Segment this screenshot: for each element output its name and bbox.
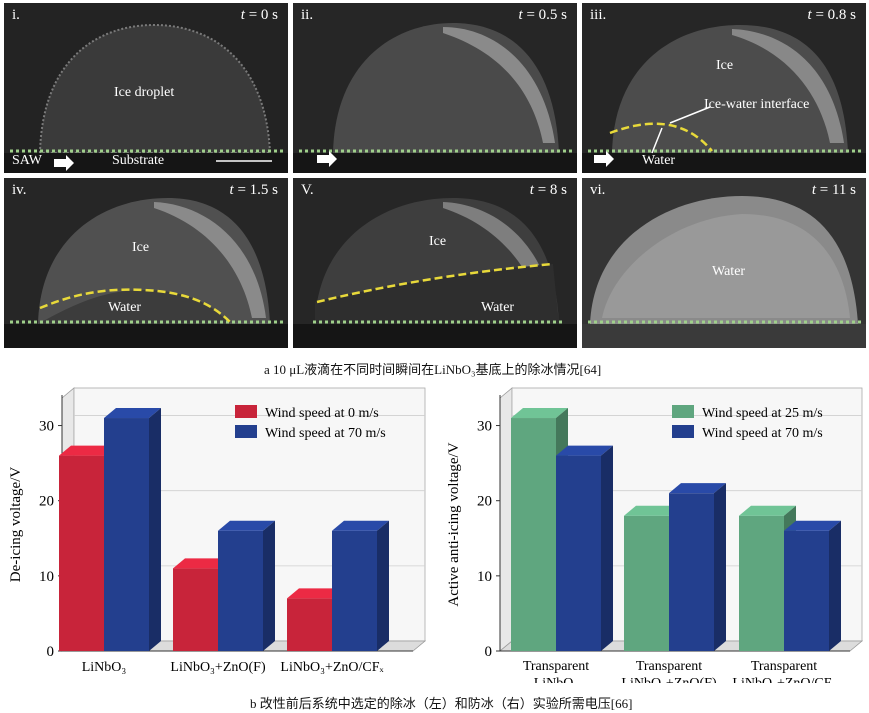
interface-label: Ice-water interface: [704, 97, 810, 112]
y-tick-label: 30: [39, 419, 54, 435]
legend-swatch: [672, 425, 694, 438]
droplet-image: [293, 3, 577, 173]
bar-top: [624, 505, 681, 516]
y-tick-label: 0: [47, 644, 55, 660]
bar-side: [829, 520, 841, 651]
x-tick-label: LiNbO₃+ZnO(F): [170, 660, 266, 675]
water-label: Water: [712, 264, 746, 279]
y-tick-label: 0: [485, 644, 493, 660]
substrate-label: Substrate: [112, 153, 165, 168]
bar-top: [669, 483, 726, 494]
panel-label: iii.: [590, 7, 607, 23]
x-tick-label: LiNbO₃+ZnO(F): [621, 676, 717, 683]
bar: [624, 515, 669, 651]
bar-top: [287, 588, 344, 599]
bar: [784, 530, 829, 651]
bar-side: [377, 520, 389, 651]
ice-droplet-label: Ice droplet: [114, 85, 175, 100]
bar: [59, 455, 104, 651]
bar: [173, 568, 218, 651]
bar-side: [601, 445, 613, 651]
y-tick-label: 10: [39, 569, 54, 585]
droplet-image: [582, 178, 866, 348]
bar-top: [556, 445, 613, 456]
bar: [104, 418, 149, 651]
time-label: t = 0.8 s: [807, 7, 856, 23]
bar-charts: 0 10 20 30 De-icing voltage/V LiNbO₃ LiNbO₃+Zn…: [8, 387, 864, 683]
bar: [287, 598, 332, 651]
saw-label: SAW: [12, 153, 42, 168]
photo-panel-iv: iv. t = 1.5 s Ice Water: [4, 178, 288, 348]
x-tick-label: Transparent: [636, 659, 702, 674]
bar: [511, 418, 556, 651]
bar-top: [218, 520, 275, 531]
y-tick-label: 20: [477, 494, 492, 510]
time-label: t = 8 s: [529, 182, 567, 198]
panel-label: i.: [12, 7, 20, 23]
time-label: t = 0 s: [240, 7, 278, 23]
time-label: t = 11 s: [811, 182, 856, 198]
panel-label: V.: [301, 182, 314, 198]
water-label: Water: [481, 300, 515, 315]
x-tick-label: LiNbO₃+ZnO/CFₓ: [732, 676, 836, 683]
photo-panel-iii: iii. t = 0.8 s Ice Ice-water interface W…: [582, 3, 866, 173]
panel-label: vi.: [590, 182, 606, 198]
droplet-image: [293, 178, 577, 348]
y-axis-label: De-icing voltage/V: [8, 467, 24, 583]
y-tick-label: 20: [39, 494, 54, 510]
photo-panel-i: i. t = 0 s Ice droplet SAW Substrate: [4, 3, 288, 173]
legend-label: Wind speed at 70 m/s: [702, 426, 823, 441]
legend-swatch: [235, 425, 257, 438]
bar: [669, 493, 714, 651]
time-label: t = 1.5 s: [229, 182, 278, 198]
water-label: Water: [642, 153, 676, 168]
x-tick-label: Transparent: [523, 659, 589, 674]
panel-label: iv.: [12, 182, 27, 198]
y-axis-label: Active anti-icing voltage/V: [446, 442, 462, 606]
legend-swatch: [235, 405, 257, 418]
bar-side: [263, 520, 275, 651]
bar: [218, 530, 263, 651]
ice-label: Ice: [429, 234, 447, 249]
legend-label: Wind speed at 25 m/s: [702, 406, 823, 421]
droplet-image: [582, 3, 866, 173]
droplet-image: [4, 178, 288, 348]
legend-label: Wind speed at 0 m/s: [265, 406, 379, 421]
x-tick-label: LiNbO₃+ZnO/CFₓ: [280, 660, 384, 675]
bar-top: [511, 408, 568, 419]
legend-swatch: [672, 405, 694, 418]
caption-b: b 改性前后系统中选定的除冰（左）和防冰（右）实验所需电压[66]: [250, 696, 633, 711]
x-tick-label: LiNbO₃: [82, 660, 127, 675]
droplet-image: [4, 3, 288, 173]
x-tick-label: Transparent: [751, 659, 817, 674]
panel-label: ii.: [301, 7, 314, 23]
time-label: t = 0.5 s: [518, 7, 567, 23]
side-wall: [499, 387, 513, 652]
legend-label: Wind speed at 70 m/s: [265, 426, 386, 441]
bar-top: [784, 520, 841, 531]
bar-top: [104, 408, 161, 419]
bar: [739, 515, 784, 651]
ice-label: Ice: [716, 58, 734, 73]
water-label: Water: [108, 300, 142, 315]
bar-top: [332, 520, 389, 531]
bar-top: [59, 445, 116, 456]
bar-side: [149, 408, 161, 651]
photo-panel-vi: vi. t = 11 s Water: [582, 178, 866, 348]
x-tick-label: LiNbO₃: [534, 676, 579, 683]
y-tick-label: 30: [477, 419, 492, 435]
y-tick-label: 10: [477, 569, 492, 585]
ice-label: Ice: [132, 240, 150, 255]
bar: [556, 455, 601, 651]
bar-side: [714, 483, 726, 651]
photo-panel-ii: ii. t = 0.5 s: [293, 3, 577, 173]
bar: [332, 530, 377, 651]
bar-top: [739, 505, 796, 516]
photo-panel-v: V. t = 8 s Ice Water: [293, 178, 577, 348]
bar-top: [173, 558, 230, 569]
caption-a: a 10 μL液滴在不同时间瞬间在LiNbO₃基底上的除冰情况[64]: [264, 362, 602, 377]
